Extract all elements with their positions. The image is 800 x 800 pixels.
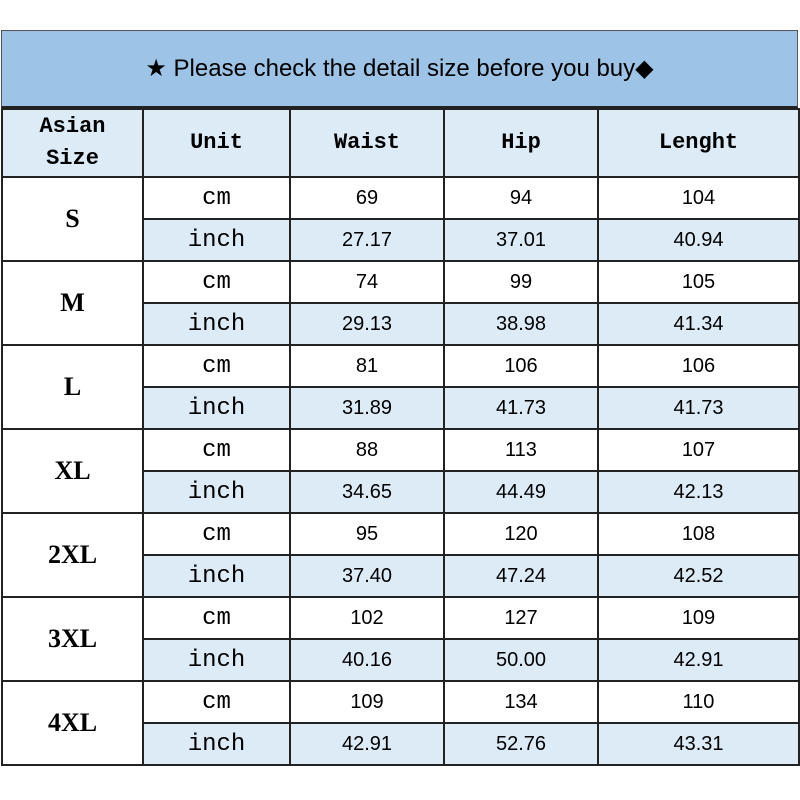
table-row-inch: inch 40.16 50.00 42.91 (2, 638, 800, 682)
hip-cell: 37.01 (443, 218, 599, 262)
header-length: Lenght (597, 108, 800, 178)
length-cell: 109 (597, 596, 800, 640)
waist-cell: 95 (289, 512, 445, 556)
unit-cell: inch (142, 470, 291, 514)
length-cell: 42.91 (597, 638, 800, 682)
header-asian-size-label: Asian Size (39, 114, 106, 171)
hip-cell: 47.24 (443, 554, 599, 598)
length-cell: 110 (597, 680, 800, 724)
size-notice-banner: ★ Please check the detail size before yo… (1, 30, 798, 108)
unit-cell: cm (142, 512, 291, 556)
length-cell: 42.52 (597, 554, 800, 598)
length-cell: 41.34 (597, 302, 800, 346)
hip-cell: 120 (443, 512, 599, 556)
unit-cell: cm (142, 680, 291, 724)
waist-cell: 102 (289, 596, 445, 640)
waist-cell: 88 (289, 428, 445, 472)
waist-cell: 109 (289, 680, 445, 724)
table-row-cm: 3XL cm 102 127 109 (1, 596, 800, 682)
waist-cell: 69 (289, 176, 445, 220)
unit-cell: cm (142, 428, 291, 472)
unit-cell: inch (142, 638, 291, 682)
table-row-inch: inch 37.40 47.24 42.52 (2, 554, 800, 598)
table-row-inch: inch 29.13 38.98 41.34 (2, 302, 800, 346)
table-row-cm: 2XL cm 95 120 108 (1, 512, 800, 598)
size-chart: ★ Please check the detail size before yo… (1, 30, 800, 766)
hip-cell: 50.00 (443, 638, 599, 682)
unit-cell: cm (142, 260, 291, 304)
size-label: M (1, 260, 144, 346)
waist-cell: 37.40 (289, 554, 445, 598)
hip-cell: 134 (443, 680, 599, 724)
length-cell: 43.31 (597, 722, 800, 766)
waist-cell: 31.89 (289, 386, 445, 430)
hip-cell: 106 (443, 344, 599, 388)
waist-cell: 42.91 (289, 722, 445, 766)
waist-cell: 74 (289, 260, 445, 304)
header-row: Asian Size Unit Waist Hip Lenght (1, 108, 800, 178)
length-cell: 106 (597, 344, 800, 388)
hip-cell: 41.73 (443, 386, 599, 430)
length-cell: 42.13 (597, 470, 800, 514)
waist-cell: 27.17 (289, 218, 445, 262)
length-cell: 105 (597, 260, 800, 304)
waist-cell: 29.13 (289, 302, 445, 346)
table-row-inch: inch 34.65 44.49 42.13 (2, 470, 800, 514)
unit-cell: cm (142, 596, 291, 640)
hip-cell: 113 (443, 428, 599, 472)
hip-cell: 99 (443, 260, 599, 304)
unit-cell: inch (142, 722, 291, 766)
size-label: XL (1, 428, 144, 514)
table-row-inch: inch 31.89 41.73 41.73 (2, 386, 800, 430)
length-cell: 40.94 (597, 218, 800, 262)
hip-cell: 94 (443, 176, 599, 220)
waist-cell: 40.16 (289, 638, 445, 682)
unit-cell: inch (142, 302, 291, 346)
hip-cell: 52.76 (443, 722, 599, 766)
hip-cell: 44.49 (443, 470, 599, 514)
length-cell: 107 (597, 428, 800, 472)
header-unit: Unit (142, 108, 291, 178)
header-hip: Hip (443, 108, 599, 178)
length-cell: 108 (597, 512, 800, 556)
size-label: L (1, 344, 144, 430)
size-label: 3XL (1, 596, 144, 682)
header-asian-size: Asian Size (1, 108, 144, 178)
table-row-inch: inch 42.91 52.76 43.31 (2, 722, 800, 766)
table-row-cm: 4XL cm 109 134 110 (1, 680, 800, 766)
table-row-cm: XL cm 88 113 107 (1, 428, 800, 514)
header-waist: Waist (289, 108, 445, 178)
hip-cell: 38.98 (443, 302, 599, 346)
unit-cell: cm (142, 344, 291, 388)
waist-cell: 81 (289, 344, 445, 388)
unit-cell: inch (142, 386, 291, 430)
length-cell: 104 (597, 176, 800, 220)
size-label: S (1, 176, 144, 262)
waist-cell: 34.65 (289, 470, 445, 514)
length-cell: 41.73 (597, 386, 800, 430)
size-label: 2XL (1, 512, 144, 598)
size-label: 4XL (1, 680, 144, 766)
unit-cell: inch (142, 218, 291, 262)
hip-cell: 127 (443, 596, 599, 640)
table-row-inch: inch 27.17 37.01 40.94 (2, 218, 800, 262)
unit-cell: inch (142, 554, 291, 598)
unit-cell: cm (142, 176, 291, 220)
